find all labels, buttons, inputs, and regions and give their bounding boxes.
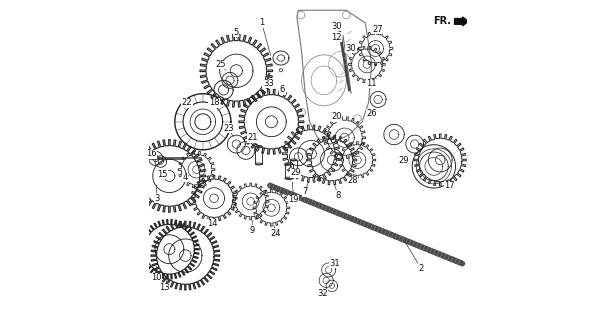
Text: 18: 18 <box>209 98 219 107</box>
Text: 2: 2 <box>418 264 424 273</box>
Text: 33: 33 <box>263 79 274 88</box>
Text: 6: 6 <box>280 85 285 94</box>
Text: 26: 26 <box>367 109 377 118</box>
Text: 20: 20 <box>331 113 342 122</box>
Text: 11: 11 <box>367 79 377 88</box>
Text: 24: 24 <box>271 229 282 238</box>
Bar <box>291 160 297 173</box>
Text: 16: 16 <box>146 149 156 158</box>
Text: 7: 7 <box>302 188 307 196</box>
Text: 13: 13 <box>160 283 170 292</box>
Text: 1: 1 <box>259 19 264 28</box>
Text: 28: 28 <box>347 176 358 185</box>
Text: 15: 15 <box>157 170 168 179</box>
Text: 29: 29 <box>399 156 409 164</box>
Text: 31: 31 <box>330 259 341 268</box>
Text: 14: 14 <box>207 219 217 228</box>
Text: 29: 29 <box>290 168 301 177</box>
Text: 8: 8 <box>336 190 341 200</box>
Text: 30: 30 <box>331 22 342 31</box>
Text: 21: 21 <box>247 133 257 142</box>
Text: 25: 25 <box>215 60 225 69</box>
Text: 10: 10 <box>152 273 162 282</box>
Text: 27: 27 <box>373 25 383 34</box>
Text: FR.: FR. <box>434 16 452 27</box>
Text: 19: 19 <box>288 195 299 204</box>
Text: 9: 9 <box>249 226 255 235</box>
Text: 22: 22 <box>182 98 192 107</box>
Text: 5: 5 <box>233 28 239 37</box>
Text: 23: 23 <box>223 124 233 132</box>
Bar <box>256 147 262 164</box>
Text: 4: 4 <box>183 173 188 182</box>
FancyArrow shape <box>455 17 468 26</box>
Text: 32: 32 <box>317 289 328 298</box>
Text: 12: 12 <box>331 33 342 42</box>
Text: 30: 30 <box>346 44 356 53</box>
Text: 17: 17 <box>445 181 455 190</box>
Text: 3: 3 <box>154 194 160 203</box>
Bar <box>285 164 293 178</box>
